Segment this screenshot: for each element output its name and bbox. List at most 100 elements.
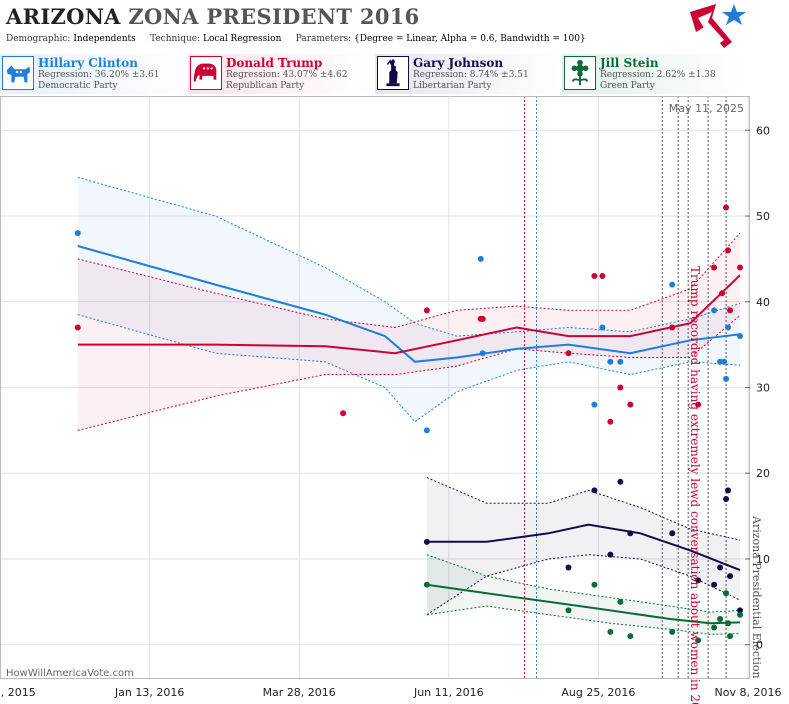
annotation-text: Arizona Presidential Election [750, 515, 763, 679]
liberty-icon [377, 56, 409, 90]
title-state: ARIZONA [6, 4, 121, 29]
y-tick-label: 50 [756, 210, 770, 223]
poll-point [711, 264, 718, 271]
poll-point [737, 611, 744, 618]
poll-point [725, 324, 732, 331]
poll-point [617, 384, 624, 391]
poll-point [565, 564, 572, 571]
poll-point [599, 324, 606, 331]
candidate-regression: Regression: 36.20% ±3.61 [38, 70, 160, 80]
poll-point [669, 281, 676, 288]
poll-point [725, 620, 732, 627]
annotation-text: Trump recorded having extremely lewd con… [688, 266, 702, 704]
y-tick-label: 30 [756, 382, 770, 395]
poll-point [477, 255, 484, 262]
poll-point [669, 530, 676, 537]
poll-point [607, 551, 614, 558]
poll-point [669, 628, 676, 635]
flower-icon [564, 56, 596, 90]
regression-line [426, 583, 741, 625]
site-logo-icon[interactable] [686, 2, 748, 50]
candidate-name: Hillary Clinton [38, 56, 138, 70]
confidence-bands [77, 176, 741, 635]
poll-point [607, 358, 614, 365]
candidate-name: Donald Trump [226, 56, 323, 70]
poll-point [599, 273, 606, 280]
poll-point [74, 324, 81, 331]
poll-point [591, 401, 598, 408]
poll-point [711, 581, 718, 588]
header: ARIZONA ZONA PRESIDENT 2016 Demographic:… [0, 0, 789, 52]
candidate-party: Republican Party [226, 81, 305, 91]
poll-point [627, 530, 634, 537]
poll-point [727, 573, 734, 580]
confidence-band [426, 477, 740, 615]
x-tick-label: Nov 8, 2016 [715, 686, 782, 699]
poll-point [423, 538, 430, 545]
title-rest: ZONA PRESIDENT 2016 [128, 4, 420, 29]
poll-point [340, 410, 347, 417]
poll-point [719, 290, 726, 297]
event-lines [524, 96, 727, 679]
legend-trump[interactable]: Donald Trump Regression: 43.07% ±4.62 Re… [188, 54, 374, 94]
poll-point [423, 307, 430, 314]
poll-point [607, 628, 614, 635]
technique-value: Local Regression [203, 34, 282, 44]
legend-clinton[interactable]: Hillary Clinton Regression: 36.20% ±3.61… [0, 54, 186, 94]
poll-point [737, 264, 744, 271]
poll-point [479, 350, 486, 357]
y-tick-label: 40 [756, 296, 770, 309]
site-credit[interactable]: HowWillAmericaVote.com [6, 668, 134, 679]
demographic-label: Demographic: [6, 34, 71, 44]
band-lower [77, 315, 741, 431]
poll-point [423, 581, 430, 588]
poll-point [737, 333, 744, 340]
regression-line [77, 245, 741, 363]
legend-stein[interactable]: Jill Stein Regression: 2.62% ±1.38 Green… [562, 54, 748, 94]
donkey-icon [2, 56, 34, 90]
band-lower [77, 314, 741, 423]
candidate-name: Gary Johnson [413, 56, 504, 70]
confidence-band [77, 233, 741, 431]
poll-point [725, 487, 732, 494]
x-tick-label: Aug 25, 2016 [561, 686, 635, 699]
poll-point [723, 495, 730, 502]
band-lower [426, 605, 741, 635]
band-upper [77, 176, 741, 337]
x-tick-label: Mar 28, 2016 [263, 686, 336, 699]
poll-point [721, 358, 728, 365]
elephant-icon [190, 56, 222, 90]
poll-point [617, 358, 624, 365]
poll-point [607, 418, 614, 425]
candidate-regression: Regression: 2.62% ±1.38 [600, 70, 716, 80]
candidate-party: Democratic Party [38, 81, 118, 91]
poll-point [727, 633, 734, 640]
grid [0, 96, 750, 679]
regression-line [426, 523, 741, 572]
confidence-band [77, 177, 741, 422]
legend-johnson[interactable]: Gary Johnson Regression: 8.74% ±3.51 Lib… [375, 54, 561, 94]
date-stamp: May 11, 2025 [669, 102, 744, 115]
poll-point [723, 590, 730, 597]
regression-line [77, 274, 741, 355]
poll-point [617, 478, 624, 485]
candidate-party: Green Party [600, 81, 655, 91]
demographic-value: Independents [73, 34, 136, 44]
axes: 0 10 20 30 40 50 60 Oct 30, 2015 Jan 13, 2016 Mar… [0, 96, 782, 699]
poll-point [669, 324, 676, 331]
band-upper [426, 477, 741, 541]
poll-points [74, 204, 744, 644]
regression-lines [77, 245, 741, 625]
poll-point [723, 375, 730, 382]
annotations: Trump recorded having extremely lewd con… [688, 266, 763, 704]
poll-point [717, 564, 724, 571]
poll-point [479, 315, 486, 322]
candidate-regression: Regression: 43.07% ±4.62 [226, 70, 348, 80]
y-tick-label: 60 [756, 124, 770, 137]
poll-point [617, 598, 624, 605]
poll-point [591, 487, 598, 494]
poll-point [627, 633, 634, 640]
band-upper [426, 554, 741, 613]
x-tick-label: Jun 11, 2016 [413, 686, 484, 699]
poll-point [711, 624, 718, 631]
